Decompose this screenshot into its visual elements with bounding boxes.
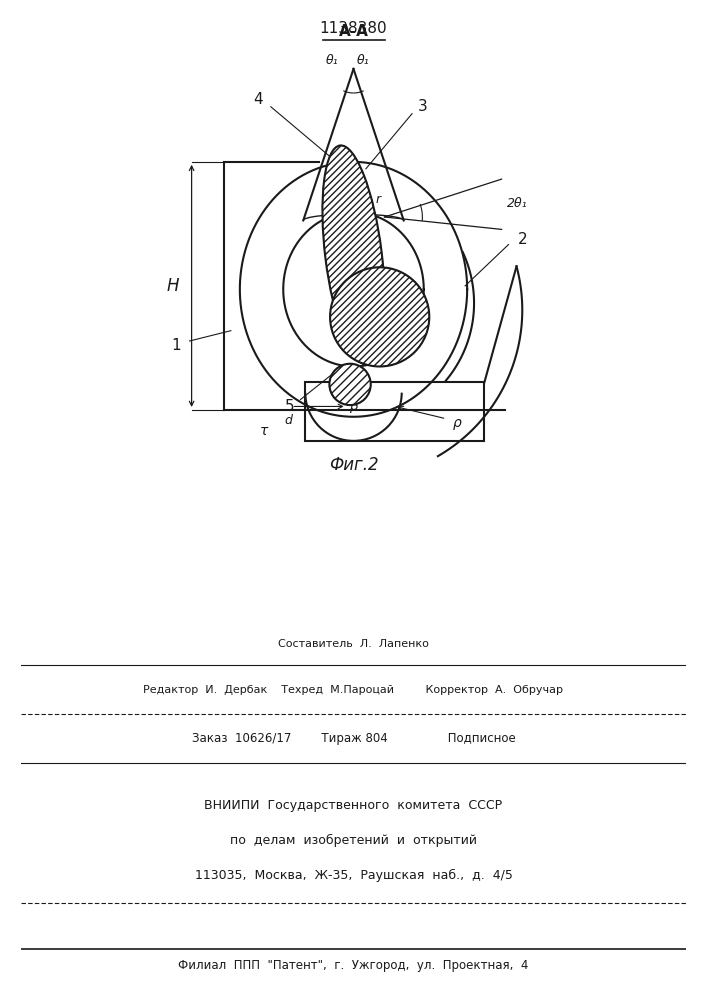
Text: H: H <box>167 277 179 295</box>
Text: 1138380: 1138380 <box>320 21 387 36</box>
Text: β: β <box>349 399 358 413</box>
Text: 2θ₁: 2θ₁ <box>507 197 527 210</box>
Text: 1: 1 <box>171 338 180 353</box>
Circle shape <box>329 364 370 405</box>
Text: Филиал  ППП  "Патент",  г.  Ужгород,  ул.  Проектная,  4: Филиал ППП "Патент", г. Ужгород, ул. Про… <box>178 960 529 972</box>
Text: ρ: ρ <box>452 416 461 430</box>
Text: Заказ  10626/17        Тираж 804                Подписное: Заказ 10626/17 Тираж 804 Подписное <box>192 732 515 745</box>
Text: Редактор  И.  Дербак    Техред  М.Пароцай         Корректор  А.  Обручар: Редактор И. Дербак Техред М.Пароцай Корр… <box>144 684 563 695</box>
Text: 5: 5 <box>285 399 294 414</box>
Text: 4: 4 <box>254 92 263 107</box>
Text: 3: 3 <box>418 99 427 114</box>
Text: ВНИИПИ  Государственного  комитета  СССР: ВНИИПИ Государственного комитета СССР <box>204 798 503 812</box>
Text: Составитель  Л.  Лапенко: Составитель Л. Лапенко <box>278 639 429 649</box>
Text: τ: τ <box>259 424 268 438</box>
Text: θ₁: θ₁ <box>356 54 369 67</box>
Text: Фиг.2: Фиг.2 <box>329 456 378 474</box>
Text: d: d <box>284 414 292 427</box>
Ellipse shape <box>330 267 429 366</box>
Text: r: r <box>376 193 381 206</box>
Text: 2: 2 <box>518 232 527 247</box>
Ellipse shape <box>322 145 385 364</box>
Text: по  делам  изобретений  и  открытий: по делам изобретений и открытий <box>230 833 477 847</box>
Text: θ₁: θ₁ <box>326 54 339 67</box>
Text: A-A: A-A <box>339 23 368 38</box>
Text: 113035,  Москва,  Ж-35,  Раушская  наб.,  д.  4/5: 113035, Москва, Ж-35, Раушская наб., д. … <box>194 868 513 882</box>
